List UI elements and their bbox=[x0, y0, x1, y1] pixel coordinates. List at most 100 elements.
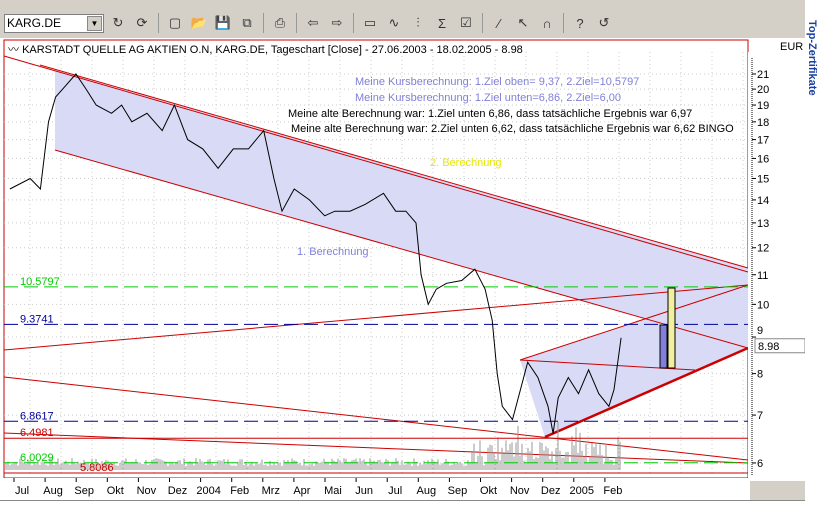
help-icon[interactable]: ? bbox=[576, 15, 584, 31]
print-icon[interactable]: ⎙ bbox=[274, 15, 286, 30]
x-tick-label: Mai bbox=[324, 485, 342, 497]
indicator-icon[interactable]: ∿ bbox=[388, 15, 400, 30]
side-panel[interactable]: Top-Zertifikate bbox=[805, 0, 821, 511]
level-label: 10.5797 bbox=[20, 276, 60, 288]
x-tick-label: Jun bbox=[355, 485, 373, 497]
save-icon[interactable]: 💾 bbox=[214, 15, 232, 30]
price-chart[interactable]: 10.5797 9.3741 6.8617 6.4981 6.0029 5.8086 Mei… bbox=[0, 38, 806, 481]
studies-icon[interactable]: ⫶ bbox=[416, 15, 420, 30]
chart-area[interactable]: 10.5797 9.3741 6.8617 6.4981 6.0029 5.8086 Mei… bbox=[0, 38, 806, 481]
y-tick-label: 10 bbox=[757, 299, 769, 311]
x-tick-label: Mrz bbox=[262, 485, 280, 497]
chart-title-text: KARSTADT QUELLE AG AKTIEN O.N, KARG.DE, … bbox=[22, 44, 523, 56]
y-tick-label: 18 bbox=[757, 117, 769, 129]
toolbar-separator bbox=[158, 13, 159, 33]
symbol-select[interactable]: KARG.DE ▼ bbox=[4, 13, 104, 33]
level-label: 6.4981 bbox=[20, 427, 54, 439]
toolbar-icons: ↻ ⟳ ▢ 📂 💾 ⧉ ⎙ ⇦ ⇨ ▭ ∿ ⫶ Σ ☑ ∕ ↖ ∩? ↺ bbox=[108, 13, 614, 33]
trend-line bbox=[3, 284, 749, 351]
x-tick-label: Okt bbox=[480, 485, 497, 497]
properties-icon[interactable]: ☑ bbox=[460, 15, 472, 30]
x-tick-label: Dez bbox=[541, 485, 561, 497]
x-tick-label: Feb bbox=[603, 485, 622, 497]
trend-line bbox=[519, 284, 749, 361]
last-price-label: 8.98 bbox=[758, 341, 779, 353]
annotation-text: Meine Kursberechnung: 1.Ziel oben= 9,37,… bbox=[355, 76, 639, 88]
y-tick-label: 17 bbox=[757, 135, 769, 147]
trend-line bbox=[54, 149, 749, 349]
trend-line bbox=[39, 64, 749, 269]
y-axis bbox=[748, 52, 805, 478]
y-tick-label: 7 bbox=[757, 410, 763, 422]
back-icon[interactable]: ⇦ bbox=[307, 15, 319, 30]
y-tick-label: 12 bbox=[757, 243, 769, 255]
trend-line bbox=[3, 55, 749, 273]
toolbar-separator bbox=[563, 13, 564, 33]
refresh-icon[interactable]: ↻ bbox=[112, 15, 124, 30]
x-tick-label: Sep bbox=[74, 485, 94, 497]
sigma-icon[interactable]: Σ bbox=[437, 15, 447, 31]
symbol-value: KARG.DE bbox=[7, 16, 62, 30]
line-chart-icon: 〰 bbox=[8, 44, 19, 56]
annotation-text: Meine alte Berechnung war: 1.Ziel unten … bbox=[288, 108, 692, 120]
cursor-icon[interactable]: ↖ bbox=[517, 15, 529, 30]
forward-icon[interactable]: ⇨ bbox=[331, 15, 343, 30]
trend-line bbox=[3, 376, 749, 461]
x-tick-label: Nov bbox=[510, 485, 530, 497]
toolbar-separator bbox=[482, 13, 483, 33]
chart-title: 〰 KARSTADT QUELLE AG AKTIEN O.N, KARG.DE… bbox=[8, 41, 523, 57]
x-tick-label: 2005 bbox=[570, 485, 594, 497]
window-icon[interactable]: ▭ bbox=[363, 15, 377, 30]
magnet-icon[interactable]: ∩ bbox=[542, 15, 552, 31]
chevron-down-icon[interactable]: ▼ bbox=[87, 15, 102, 31]
x-tick-label: Aug bbox=[417, 485, 437, 497]
toolbar: KARG.DE ▼ ↻ ⟳ ▢ 📂 💾 ⧉ ⎙ ⇦ ⇨ ▭ ∿ ⫶ Σ ☑ ∕ ↖ ∩? ↺ bbox=[0, 10, 805, 36]
y-tick-label: 20 bbox=[757, 84, 769, 96]
channel-label: 1. Berechnung bbox=[297, 246, 369, 258]
y-tick-label: 8 bbox=[757, 369, 763, 381]
draw-line-icon[interactable]: ∕ bbox=[497, 15, 501, 31]
y-tick-label: 15 bbox=[757, 173, 769, 185]
y-tick-label: 13 bbox=[757, 218, 769, 230]
undo-icon[interactable]: ↺ bbox=[598, 15, 610, 30]
toolbar-separator bbox=[353, 13, 354, 33]
channel-fill bbox=[520, 285, 748, 437]
open-icon[interactable]: 📂 bbox=[190, 15, 208, 30]
target-bar-yellow bbox=[667, 287, 676, 369]
trend-line-bold bbox=[544, 346, 749, 439]
y-tick-label: 14 bbox=[757, 195, 769, 207]
level-label: 5.8086 bbox=[80, 462, 114, 474]
x-tick-label: 2004 bbox=[196, 485, 220, 497]
new-icon[interactable]: ▢ bbox=[168, 15, 182, 30]
annotation-text: Meine Kursberechnung: 1.Ziel unten=6,86,… bbox=[355, 92, 621, 104]
level-label: 9.3741 bbox=[20, 313, 54, 325]
y-tick-label: 11 bbox=[757, 270, 768, 282]
target-bar-blue bbox=[659, 324, 668, 369]
channel-label: 2. Berechnung bbox=[430, 157, 502, 169]
toolbar-separator bbox=[296, 13, 297, 33]
x-tick-label: Apr bbox=[293, 485, 310, 497]
level-label: 6.0029 bbox=[20, 452, 54, 464]
toolbar-separator bbox=[263, 13, 264, 33]
level-label: 6.8617 bbox=[20, 410, 54, 422]
x-tick-label: Dez bbox=[168, 485, 188, 497]
annotation-text: Meine alte Berechnung war: 2.Ziel unten … bbox=[291, 123, 734, 135]
top-zertifikate-link[interactable]: Top-Zertifikate bbox=[806, 20, 818, 96]
x-tick-label: Okt bbox=[107, 485, 124, 497]
currency-label: EUR bbox=[780, 41, 804, 53]
x-tick-label: Aug bbox=[43, 485, 63, 497]
x-tick-label: Feb bbox=[230, 485, 249, 497]
y-tick-label: 21 bbox=[757, 69, 769, 81]
x-tick-label: Sep bbox=[448, 485, 468, 497]
y-tick-label: 9 bbox=[757, 325, 763, 337]
y-tick-label: 6 bbox=[757, 458, 763, 470]
status-bar bbox=[0, 500, 805, 511]
update-icon[interactable]: ⟳ bbox=[136, 15, 148, 30]
x-tick-label: Jul bbox=[15, 485, 29, 497]
y-tick-label: 16 bbox=[757, 153, 769, 165]
x-axis: Jul Aug Sep Okt Nov Dez 2004 Feb Mrz Apr Mai Jun Jul… bbox=[0, 478, 750, 500]
x-tick-label: Jul bbox=[388, 485, 402, 497]
price-line bbox=[9, 73, 622, 434]
channel-fill bbox=[55, 70, 748, 348]
copy-icon[interactable]: ⧉ bbox=[242, 15, 252, 30]
